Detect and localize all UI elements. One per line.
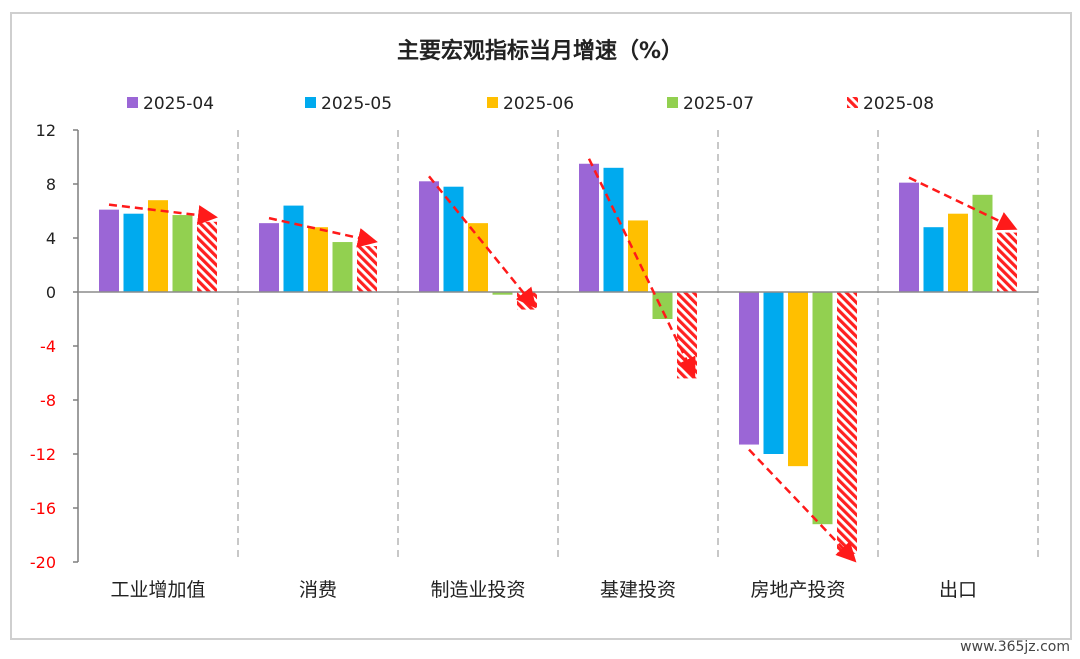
legend-swatch (487, 97, 498, 108)
trend-arrow (108, 203, 218, 225)
legend-swatch (847, 97, 858, 108)
bar (517, 292, 537, 310)
bar (788, 292, 808, 467)
legend-label: 2025-06 (503, 94, 574, 114)
chart-frame (10, 12, 1072, 640)
bar (628, 220, 648, 292)
bar (259, 223, 279, 292)
category-label: 出口 (939, 579, 977, 601)
trend-arrow (587, 158, 696, 378)
category-label: 工业增加值 (110, 579, 205, 601)
bar (148, 200, 168, 292)
legend-label: 2025-05 (321, 94, 392, 114)
bar (603, 167, 624, 292)
bar (419, 181, 439, 292)
trend-arrow (268, 216, 378, 248)
y-tick-label: 8 (46, 175, 56, 194)
chart-title: 主要宏观指标当月增速（%） (397, 38, 683, 64)
bar (739, 292, 759, 445)
y-tick-label: 4 (46, 229, 56, 248)
bar (972, 194, 993, 292)
y-tick-label: -4 (40, 337, 56, 356)
category-label: 制造业投资 (430, 579, 525, 601)
y-tick-label: -8 (40, 391, 56, 410)
category-label: 基建投资 (600, 579, 676, 601)
y-tick-label: -20 (30, 553, 56, 572)
legend-label: 2025-08 (863, 94, 934, 114)
bar (308, 227, 328, 292)
bar (492, 292, 513, 295)
bar (172, 215, 193, 292)
bar (812, 292, 833, 525)
bar (197, 221, 217, 292)
bar (357, 246, 377, 292)
bar (997, 232, 1017, 292)
bar (332, 242, 353, 292)
trend-arrow (908, 176, 1018, 231)
y-tick-label: 0 (46, 283, 56, 302)
watermark: www.365jz.com (960, 639, 1070, 655)
bar (677, 292, 697, 379)
legend-label: 2025-07 (683, 94, 754, 114)
legend-swatch (667, 97, 678, 108)
bar (579, 163, 599, 292)
bar (899, 182, 919, 292)
bar (763, 292, 784, 454)
y-tick-label: -12 (30, 445, 56, 464)
bar (443, 186, 464, 292)
bar (652, 292, 673, 319)
bar (123, 213, 144, 292)
bar (948, 213, 968, 292)
bar (283, 205, 304, 292)
bar (837, 292, 857, 554)
bar (99, 209, 119, 292)
bar (468, 223, 488, 292)
legend-swatch (127, 97, 138, 108)
y-tick-label: -16 (30, 499, 56, 518)
legend-swatch (305, 97, 316, 108)
bar (923, 227, 944, 292)
trend-arrow (428, 175, 537, 309)
category-label: 房地产投资 (750, 579, 845, 601)
legend-label: 2025-04 (143, 94, 214, 114)
category-label: 消费 (299, 579, 337, 601)
y-tick-label: 12 (36, 121, 56, 140)
